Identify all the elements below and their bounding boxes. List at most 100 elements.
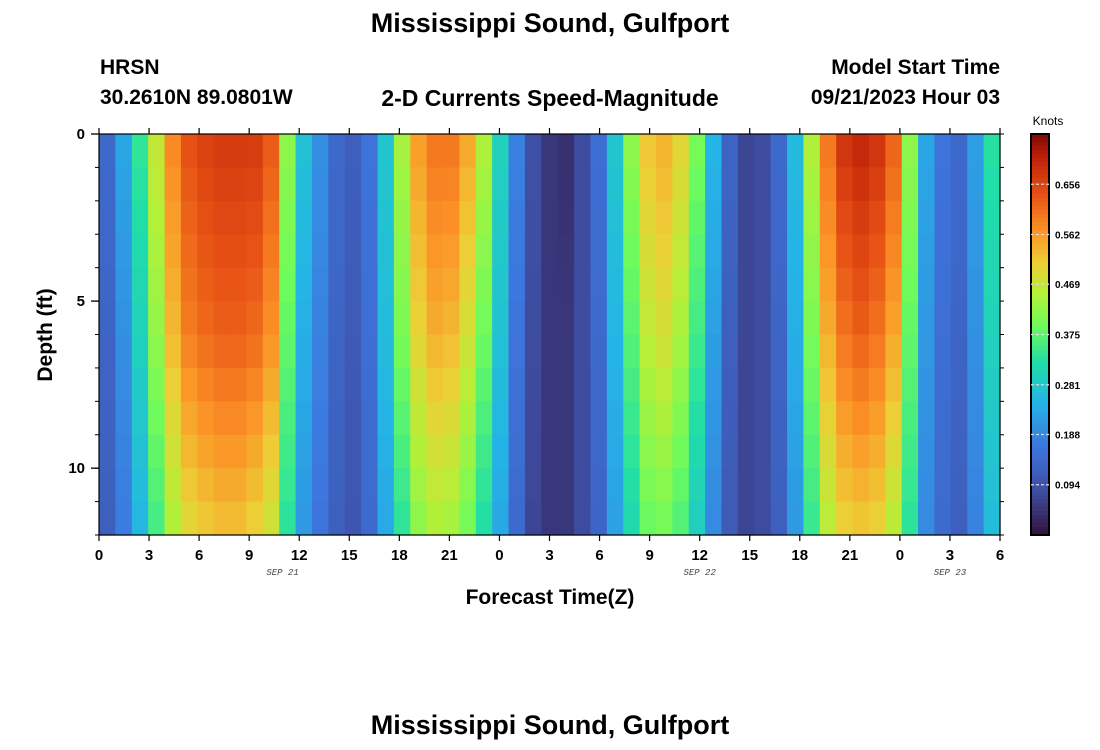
heatmap-cell (901, 200, 919, 235)
heatmap-cell (655, 501, 673, 536)
heatmap-cell (328, 434, 346, 469)
heatmap-cell (541, 167, 559, 202)
heatmap-cell (148, 434, 166, 469)
heatmap-cell (410, 200, 428, 235)
heatmap-cell (148, 301, 166, 336)
heatmap-cell (590, 334, 608, 369)
heatmap-cell (295, 234, 313, 269)
heatmap-cell (950, 301, 968, 336)
colorbar-segment (1031, 478, 1049, 484)
heatmap-cell (885, 334, 903, 369)
colorbar-segment (1031, 158, 1049, 163)
heatmap-cell (639, 167, 657, 202)
heatmap-cell (246, 200, 264, 235)
heatmap-cell (885, 167, 903, 202)
heatmap-cell (918, 234, 936, 269)
heatmap-cell (918, 434, 936, 469)
heatmap-cell (918, 367, 936, 402)
heatmap-cell (410, 401, 428, 436)
heatmap-cell (541, 301, 559, 336)
heatmap-cell (868, 401, 886, 436)
heatmap-cell (885, 401, 903, 436)
heatmap-cell (426, 468, 444, 503)
heatmap-cell (213, 134, 231, 169)
heatmap-cell (967, 167, 985, 202)
heatmap-cell (885, 267, 903, 302)
heatmap-cell (574, 234, 592, 269)
heatmap-cell (852, 234, 870, 269)
heatmap-cell (623, 267, 641, 302)
heatmap-cell (524, 167, 542, 202)
heatmap-cell (344, 301, 362, 336)
heatmap-cell (459, 200, 477, 235)
heatmap-cell (934, 167, 952, 202)
heatmap-cell (623, 468, 641, 503)
colorbar-segment (1031, 322, 1049, 327)
heatmap-cell (115, 367, 133, 402)
heatmap-cell (557, 501, 575, 536)
heatmap-cell (295, 301, 313, 336)
heatmap-cell (164, 301, 182, 336)
heatmap-cell (721, 334, 739, 369)
colorbar-tick-label: 0.562 (1055, 231, 1080, 242)
heatmap-cell (361, 167, 379, 202)
heatmap-cell (639, 234, 657, 269)
axes: 0 3 6 9 12 15 18 21 0 3 6 9 12 15 18 21 0 3 6 0 5 10 (68, 126, 1004, 564)
heatmap-cell (918, 468, 936, 503)
heatmap-cell (99, 501, 116, 536)
heatmap-cell (721, 234, 739, 269)
heatmap-cell (836, 401, 854, 436)
heatmap-cells (99, 134, 1001, 536)
heatmap-cell (852, 468, 870, 503)
heatmap-cell (688, 501, 706, 536)
heatmap-cell (361, 301, 379, 336)
heatmap-cell (688, 401, 706, 436)
heatmap-cell (803, 301, 821, 336)
heatmap-cell (377, 434, 395, 469)
heatmap-cell (885, 434, 903, 469)
heatmap-cell (721, 301, 739, 336)
heatmap-cell (655, 468, 673, 503)
colorbar-segment (1031, 490, 1049, 496)
heatmap-cell (524, 434, 542, 469)
heatmap-cell (721, 200, 739, 235)
colorbar-segment (1031, 378, 1049, 384)
colorbar-segment (1031, 422, 1049, 428)
heatmap-cell (934, 200, 952, 235)
heatmap-cell (836, 501, 854, 536)
heatmap-cell (541, 501, 559, 536)
heatmap-cell (426, 301, 444, 336)
heatmap-cell (459, 267, 477, 302)
heatmap-cell (295, 134, 313, 169)
heatmap-cell (344, 367, 362, 402)
colorbar-segment (1031, 518, 1049, 524)
heatmap-cell (230, 301, 248, 336)
heatmap-cell (393, 334, 411, 369)
heatmap-cell (918, 167, 936, 202)
heatmap-cell (426, 434, 444, 469)
heatmap-cell (246, 334, 264, 369)
heatmap-cell (672, 234, 690, 269)
heatmap-cell (328, 234, 346, 269)
x-tick-label: 0 (896, 547, 904, 564)
heatmap-cell (901, 334, 919, 369)
colorbar-segment (1031, 190, 1049, 195)
heatmap-cell (115, 401, 133, 436)
heatmap-cell (344, 134, 362, 169)
heatmap-cell (197, 234, 215, 269)
heatmap-cell (672, 434, 690, 469)
heatmap-cell (705, 367, 723, 402)
heatmap-cell (443, 234, 460, 269)
heatmap-cell (901, 434, 919, 469)
heatmap-cell (672, 267, 690, 302)
heatmap-cell (443, 167, 460, 202)
heatmap-cell (148, 167, 166, 202)
heatmap-cell (885, 234, 903, 269)
heatmap-cell (262, 501, 280, 536)
heatmap-cell (639, 367, 657, 402)
heatmap-cell (787, 468, 805, 503)
heatmap-cell (705, 468, 723, 503)
heatmap-cell (770, 501, 788, 536)
heatmap-cell (524, 401, 542, 436)
heatmap-cell (459, 134, 477, 169)
